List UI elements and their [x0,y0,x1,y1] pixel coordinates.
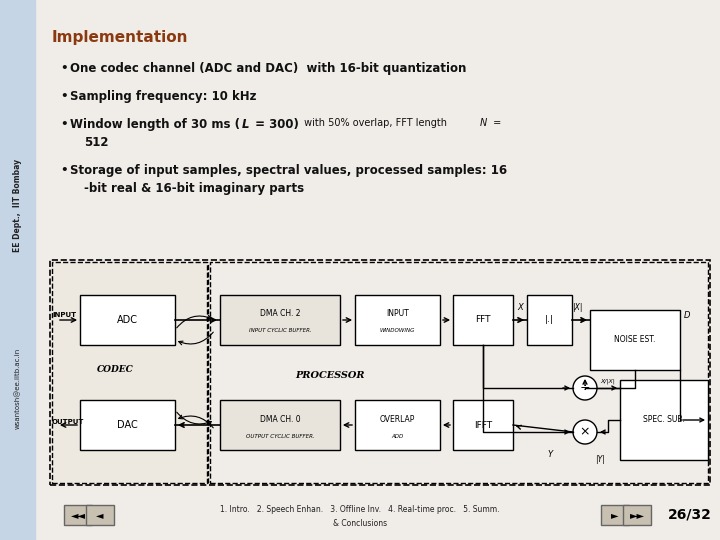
Text: |Y|: |Y| [595,455,605,464]
Bar [623,505,651,525]
Text: Sampling frequency: 10 kHz: Sampling frequency: 10 kHz [70,90,256,103]
Bar [527,295,572,345]
Bar [220,400,340,450]
Text: BOMBAY: BOMBAY [9,33,27,37]
Bar [453,400,513,450]
Text: EE Dept.,  IIT Bombay: EE Dept., IIT Bombay [13,159,22,252]
Bar [220,295,340,345]
Text: wsantosh@ee.iitb.ac.in: wsantosh@ee.iitb.ac.in [14,348,21,429]
Text: DAC: DAC [117,420,138,430]
Text: Window length of 30 ms (: Window length of 30 ms ( [70,118,240,131]
Bar [50,260,710,485]
Text: •: • [60,90,68,103]
Text: One codec channel (ADC and DAC)  with 16-bit quantization: One codec channel (ADC and DAC) with 16-… [70,62,467,75]
Bar [80,295,175,345]
Text: with 50% overlap, FFT length: with 50% overlap, FFT length [301,118,450,128]
Text: INPUT: INPUT [52,312,76,318]
Text: & Conclusions: & Conclusions [333,518,387,528]
Text: CODEC: CODEC [96,366,133,375]
Text: ×: × [580,426,590,438]
Bar [64,505,92,525]
Text: 512: 512 [84,136,109,149]
Bar [52,262,207,483]
Text: ►: ► [611,510,618,520]
Text: •: • [60,118,68,131]
Text: X/|X|: X/|X| [600,379,616,384]
Text: =: = [490,118,501,128]
Text: ÷: ÷ [580,381,590,395]
Text: = 300): = 300) [251,118,299,131]
Circle shape [573,420,597,444]
Text: DMA CH. 0: DMA CH. 0 [260,415,300,423]
Text: 26/32: 26/32 [668,508,712,522]
Text: WINDOWING: WINDOWING [380,328,415,334]
Bar [601,505,629,525]
Text: ADD: ADD [392,434,404,438]
Text: L: L [242,118,250,131]
Text: SPEC. SUB.: SPEC. SUB. [643,415,685,424]
Text: INPUT CYCLIC BUFFER.: INPUT CYCLIC BUFFER. [248,328,311,334]
Text: ◄: ◄ [96,510,104,520]
Bar [355,295,440,345]
Text: •: • [60,164,68,177]
Bar [80,400,175,450]
Text: PROCESSOR: PROCESSOR [295,370,365,380]
Text: ►►: ►► [629,510,644,520]
Bar [210,262,708,483]
Text: ADC: ADC [117,315,138,325]
Bar [355,400,440,450]
Text: Implementation: Implementation [52,30,189,45]
Bar [86,505,114,525]
Bar [453,295,513,345]
Text: D: D [684,310,690,320]
Text: DMA CH. 2: DMA CH. 2 [260,309,300,319]
Bar [620,380,708,460]
Text: OVERLAP: OVERLAP [380,415,415,423]
Text: NOISE EST.: NOISE EST. [614,335,656,345]
Text: •: • [60,62,68,75]
Text: IFFT: IFFT [474,421,492,429]
Text: INPUT: INPUT [386,309,409,319]
Text: N: N [480,118,487,128]
Text: -bit real & 16-bit imaginary parts: -bit real & 16-bit imaginary parts [84,182,304,195]
Text: Y: Y [547,450,552,459]
Circle shape [573,376,597,400]
Text: FFT: FFT [475,315,491,325]
Bar [590,310,680,370]
Text: OUTPUT: OUTPUT [52,419,84,425]
Text: OUTPUT CYCLIC BUFFER.: OUTPUT CYCLIC BUFFER. [246,434,315,438]
Text: |.|: |.| [545,315,554,325]
Text: ◄◄: ◄◄ [71,510,86,520]
Text: |X|: |X| [572,303,582,312]
Text: Storage of input samples, spectral values, processed samples: 16: Storage of input samples, spectral value… [70,164,507,177]
Text: IIT: IIT [14,17,22,22]
Text: X: X [517,303,523,312]
Text: 1. Intro.   2. Speech Enhan.   3. Offline Inv.   4. Real-time proc.   5. Summ.: 1. Intro. 2. Speech Enhan. 3. Offline In… [220,505,500,515]
